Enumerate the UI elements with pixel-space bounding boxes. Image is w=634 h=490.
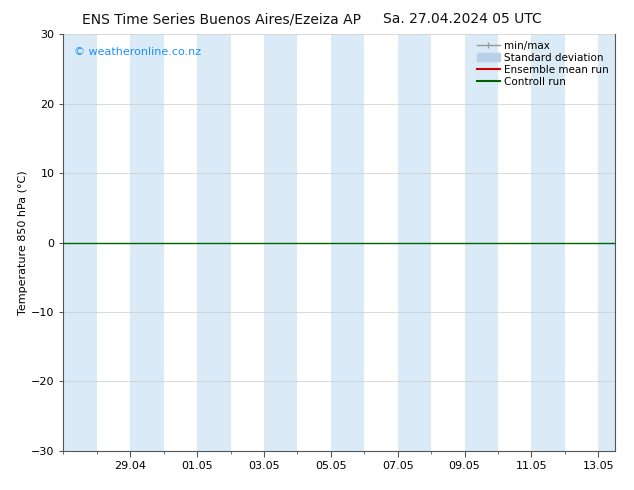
Text: Sa. 27.04.2024 05 UTC: Sa. 27.04.2024 05 UTC bbox=[384, 12, 542, 26]
Y-axis label: Temperature 850 hPa (°C): Temperature 850 hPa (°C) bbox=[18, 170, 28, 315]
Bar bbox=[197, 34, 231, 451]
Bar bbox=[130, 34, 164, 451]
Bar bbox=[63, 34, 97, 451]
Bar bbox=[331, 34, 365, 451]
Bar bbox=[598, 34, 615, 451]
Bar bbox=[264, 34, 297, 451]
Bar bbox=[398, 34, 431, 451]
Text: © weatheronline.co.nz: © weatheronline.co.nz bbox=[74, 47, 202, 57]
Bar bbox=[531, 34, 565, 451]
Bar bbox=[465, 34, 498, 451]
Legend: min/max, Standard deviation, Ensemble mean run, Controll run: min/max, Standard deviation, Ensemble me… bbox=[474, 37, 612, 90]
Text: ENS Time Series Buenos Aires/Ezeiza AP: ENS Time Series Buenos Aires/Ezeiza AP bbox=[82, 12, 361, 26]
